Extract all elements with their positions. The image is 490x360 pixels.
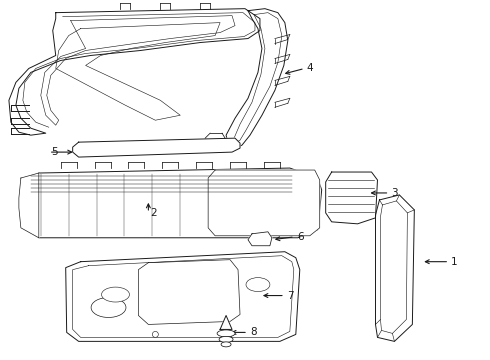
Polygon shape <box>226 9 288 148</box>
Ellipse shape <box>217 330 235 337</box>
Polygon shape <box>220 315 232 329</box>
Text: 8: 8 <box>250 327 257 337</box>
Text: 4: 4 <box>307 63 314 73</box>
Polygon shape <box>73 256 294 337</box>
Polygon shape <box>19 173 39 238</box>
Polygon shape <box>208 170 319 236</box>
Text: 7: 7 <box>287 291 294 301</box>
Text: 3: 3 <box>392 188 398 198</box>
Ellipse shape <box>221 342 231 347</box>
Polygon shape <box>234 13 282 142</box>
Text: 6: 6 <box>297 232 303 242</box>
Ellipse shape <box>246 278 270 292</box>
Polygon shape <box>66 252 300 341</box>
Polygon shape <box>375 195 415 341</box>
Text: 2: 2 <box>150 208 157 218</box>
Text: 1: 1 <box>451 257 458 267</box>
Ellipse shape <box>91 298 126 318</box>
Polygon shape <box>380 201 407 333</box>
Circle shape <box>152 332 158 337</box>
Ellipse shape <box>219 336 233 342</box>
Text: 5: 5 <box>51 147 57 157</box>
Polygon shape <box>248 232 272 246</box>
Polygon shape <box>326 172 377 224</box>
Polygon shape <box>138 260 240 324</box>
Polygon shape <box>9 9 260 135</box>
Polygon shape <box>73 138 240 157</box>
Ellipse shape <box>101 287 129 302</box>
Polygon shape <box>21 168 322 238</box>
